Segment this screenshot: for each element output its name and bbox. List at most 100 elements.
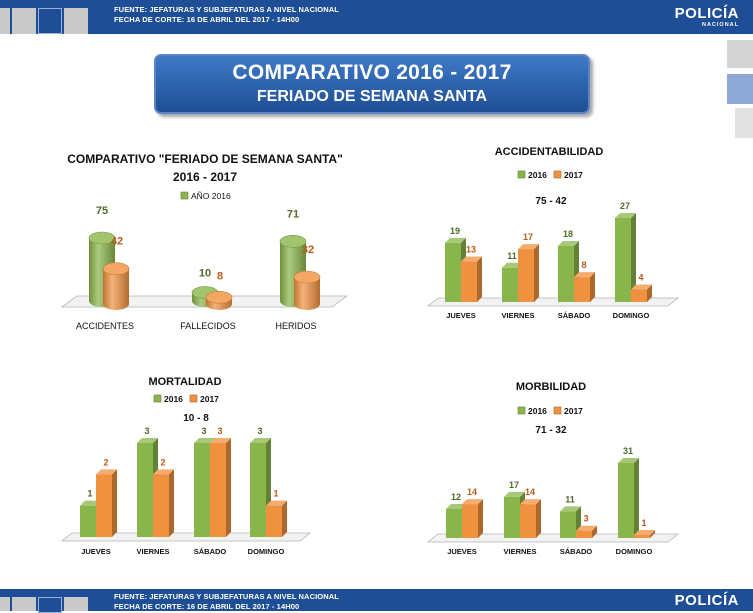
chart4-value-2017: 14 [525, 487, 535, 497]
footer-decor-square [0, 597, 10, 611]
chart3-bar-2017-side [226, 438, 231, 537]
chart3-value-2016: 1 [87, 489, 92, 499]
chart1-value-2017: 42 [111, 236, 123, 248]
chart3-bar-2016-top [194, 438, 215, 443]
chart2-bar-2016-top [558, 241, 579, 246]
chart2-bar-2017 [631, 289, 647, 302]
chart2-bar-2016-side [631, 213, 636, 302]
chart1-bar-2017-top [102, 262, 130, 276]
chart2-bar-2016 [502, 267, 518, 302]
header-decor-square [38, 8, 62, 34]
chart3-category-label: SÁBADO [194, 547, 227, 556]
chart1-bar-2017 [294, 277, 320, 310]
header-bar [0, 0, 753, 34]
chart2-category-label: JUEVES [446, 311, 476, 320]
chart1-value-2016: 10 [199, 268, 211, 280]
chart4-value-2017: 1 [641, 518, 646, 528]
chart1-legend-2016-label: AÑO 2016 [191, 191, 231, 201]
chart3-category-label: DOMINGO [248, 547, 285, 556]
header-decor-square [12, 8, 36, 34]
chart4-bar-2017-side [536, 499, 541, 538]
chart1-category-label: HERIDOS [275, 321, 316, 331]
chart2-bar-2017-side [534, 244, 539, 302]
chart3-bar-2017-top [210, 438, 231, 443]
chart2-value-2017: 8 [581, 260, 586, 270]
brand-name: POLICÍA [674, 5, 739, 22]
footer-brand-logo: POLICÍA [675, 593, 739, 609]
chart2-bar-2016-top [502, 262, 523, 268]
chart1-bar-2017-top [205, 290, 233, 304]
chart4-legend-2016-swatch [517, 406, 526, 415]
chart4-value-2016: 12 [451, 492, 461, 502]
chart4-bar-2017 [634, 535, 650, 538]
chart3-value-2017: 1 [273, 489, 278, 499]
chart2-value-2016: 18 [563, 229, 573, 239]
chart3-bar-2016-top [137, 438, 158, 443]
chart4-category-label: SÁBADO [560, 547, 593, 556]
header-source: FUENTE: JEFATURAS Y SUBJEFATURAS A NIVEL… [114, 5, 339, 25]
chart4-bar-2017-side [592, 525, 597, 538]
chart2-value-2016: 27 [620, 201, 630, 211]
chart4-legend-2017-swatch [553, 406, 562, 415]
title-banner: COMPARATIVO 2016 - 2017 FERIADO DE SEMAN… [154, 54, 590, 114]
chart4-bar-2016 [446, 508, 462, 538]
chart2-bar-2017 [518, 249, 534, 302]
side-decor-square [727, 74, 753, 104]
chart4-bar-2016 [560, 511, 576, 538]
chart1-value-2017: 32 [302, 244, 314, 256]
chart2-bar-2016 [615, 218, 631, 302]
chart3-bar-2017-top [96, 469, 117, 475]
chart3-title: MORTALIDAD [148, 376, 221, 388]
chart3-bar-2017 [96, 474, 112, 537]
chart3-category-label: JUEVES [81, 547, 111, 556]
chart3-bar-2017 [266, 505, 282, 537]
chart4-bar-2016 [504, 496, 520, 538]
chart4-bar-2017-side [478, 499, 483, 538]
chart2-totals: 75 - 42 [535, 196, 567, 207]
chart2-value-2017: 4 [638, 273, 643, 283]
chart4-bar-2016-top [446, 503, 467, 509]
chart3-bar-2016 [137, 443, 153, 537]
chart4-bar-2017-side [650, 530, 655, 538]
chart2-bar-2017-top [461, 256, 482, 262]
chart4-value-2017: 3 [583, 514, 588, 524]
chart4-bar-2016-top [618, 458, 639, 463]
chart2-bar-2016-top [445, 237, 466, 243]
chart3-category-label: VIERNES [137, 547, 170, 556]
chart4-category-label: DOMINGO [616, 547, 653, 556]
chart3-bar-2017-side [169, 469, 174, 537]
chart3-bar-2016 [250, 443, 266, 537]
side-decor-square [735, 108, 753, 138]
chart3-bar-2017 [210, 443, 226, 537]
chart2-legend-2016-swatch [517, 170, 526, 179]
chart3-value-2016: 3 [201, 426, 206, 436]
chart4-bar-2016-top [560, 506, 581, 512]
chart3-floor [60, 532, 312, 542]
chart2-legend-2016-label: 2016 [528, 170, 547, 180]
chart2-category-label: DOMINGO [613, 311, 650, 320]
header-source-line1: FUENTE: JEFATURAS Y SUBJEFATURAS A NIVEL… [114, 5, 339, 14]
chart4-bar-2016-top [504, 491, 525, 497]
chart3-legend-2016-swatch [153, 394, 162, 403]
chart1-value-2016: 71 [287, 208, 299, 220]
brand-logo: POLICÍA NACIONAL [675, 6, 739, 29]
brand-sub: NACIONAL [701, 22, 739, 28]
chart4-bar-2017-top [634, 530, 655, 535]
chart1-title: COMPARATIVO "FERIADO DE SEMANA SANTA" [67, 152, 343, 166]
chart4-title: MORBILIDAD [516, 381, 586, 393]
chart3-bar-2016-top [250, 438, 271, 443]
chart1-legend-2016-swatch [180, 191, 189, 200]
chart2-bar-2017-top [631, 284, 652, 290]
chart2-category-label: VIERNES [502, 311, 535, 320]
chart3-legend-2016-label: 2016 [164, 394, 183, 404]
chart4-bar-2017 [520, 504, 536, 538]
chart2-bar-2017-side [590, 272, 595, 302]
chart4-value-2016: 17 [509, 480, 519, 490]
chart2-bar-2017 [574, 277, 590, 302]
footer-brand-name: POLICÍA [674, 592, 739, 609]
chart3-value-2016: 3 [144, 426, 149, 436]
chart1-bar-2017 [103, 268, 129, 310]
chart2-bar-2017-side [647, 284, 652, 302]
chart1-bar-2016-top [279, 235, 307, 248]
